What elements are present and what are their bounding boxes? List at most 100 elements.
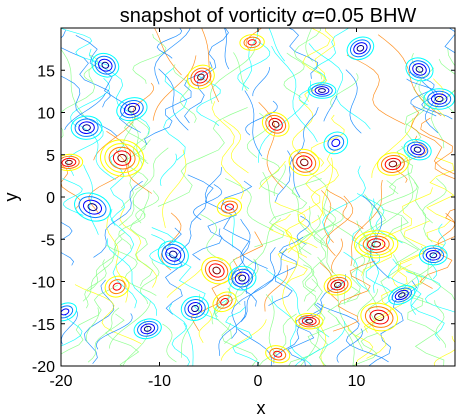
vortex-contour-line <box>371 241 381 248</box>
positive-vortex <box>201 256 233 285</box>
vortex-contour-line <box>61 153 84 172</box>
vorticity-streak <box>75 34 141 133</box>
vortex-contour-line <box>204 260 229 281</box>
vorticity-streak <box>139 259 160 305</box>
vorticity-streak <box>119 208 158 288</box>
vorticity-streak <box>74 284 142 345</box>
vorticity-streak <box>78 124 116 180</box>
vortex-contour-line <box>220 298 229 306</box>
vorticity-streak <box>395 220 430 294</box>
vortex-contour-line <box>358 232 394 256</box>
vorticity-streak <box>252 67 270 97</box>
vortex-contour-line <box>238 274 247 282</box>
vortex-contours <box>61 34 455 364</box>
vortex-contour-line <box>99 139 145 177</box>
vorticity-streak <box>294 321 346 366</box>
vorticity-streak <box>302 28 331 93</box>
negative-vortex <box>70 115 103 140</box>
vorticity-streak <box>316 302 389 363</box>
vortex-contour-line <box>296 155 313 170</box>
vorticity-streak <box>132 33 167 84</box>
vortex-contour-line <box>70 115 103 140</box>
vorticity-streak <box>254 178 322 248</box>
vorticity-streak <box>163 67 187 161</box>
vorticity-streak <box>61 314 83 347</box>
y-tick-label: 15 <box>37 63 55 80</box>
vortex-contour-line <box>333 281 342 288</box>
vorticity-streak <box>438 58 455 114</box>
vortex-contour-line <box>108 146 136 170</box>
vortex-contour-line <box>101 61 110 69</box>
vortex-contour-line <box>243 36 261 49</box>
vortex-contour-line <box>410 144 425 156</box>
vorticity-streak <box>347 325 374 366</box>
vortex-contour-line <box>273 350 283 358</box>
vorticity-streak <box>371 118 413 178</box>
negative-vortex <box>227 265 257 291</box>
vortex-contour-line <box>425 249 441 261</box>
vorticity-streak <box>335 317 355 366</box>
vortex-contour-line <box>112 282 122 291</box>
vorticity-streak <box>305 28 313 62</box>
vortex-contour-line <box>374 313 385 321</box>
negative-vortex <box>323 131 349 155</box>
vortex-contour-line <box>327 135 345 151</box>
vortex-contour-line <box>405 57 434 82</box>
negative-vortex <box>388 285 416 305</box>
plot-area: -20 -10 0 10 -20 -15 -10 -5 0 5 10 15 <box>32 27 456 390</box>
vorticity-streak <box>198 306 213 343</box>
vortex-contour-line <box>216 294 233 309</box>
vorticity-streak <box>245 100 278 136</box>
vorticity-streak <box>70 78 110 128</box>
vorticity-streak <box>218 300 246 356</box>
vortex-contour-line <box>398 292 406 298</box>
vorticity-streak <box>444 28 455 54</box>
vortex-contour-line <box>127 105 137 113</box>
vorticity-streak <box>61 310 78 345</box>
positive-vortex <box>239 34 265 51</box>
vorticity-streak <box>61 48 87 119</box>
x-tick-label: -20 <box>49 373 72 390</box>
vortex-contour-line <box>191 304 199 313</box>
vorticity-streak <box>293 28 323 80</box>
vortex-contour-line <box>367 238 386 251</box>
positive-vortex <box>323 274 352 296</box>
vorticity-streak <box>246 261 256 294</box>
vorticity-streak <box>259 157 280 195</box>
vorticity-streak <box>387 258 445 341</box>
vorticity-streak <box>297 207 336 255</box>
vorticity-streak <box>108 300 151 349</box>
vortex-contour-line <box>157 240 189 269</box>
vortex-contour-line <box>419 245 448 266</box>
vorticity-streak <box>268 236 304 306</box>
vorticity-streak <box>128 121 147 162</box>
vortex-contour-line <box>406 141 429 158</box>
y-axis-label: y <box>1 193 21 202</box>
x-tick-label: 10 <box>348 373 366 390</box>
vorticity-streak <box>183 322 194 366</box>
vortex-contour-line <box>427 90 452 108</box>
vortex-contour-line <box>91 52 120 78</box>
vorticity-streak <box>237 41 271 90</box>
vortex-contour-line <box>412 63 427 76</box>
vorticity-streak <box>291 99 314 160</box>
vorticity-streak <box>162 149 187 228</box>
vorticity-streak <box>215 217 282 315</box>
vorticity-streak <box>245 28 263 51</box>
vorticity-streak <box>172 64 197 123</box>
vorticity-streak <box>93 180 143 258</box>
vorticity-streak <box>303 224 335 302</box>
vortex-contour-line <box>380 155 405 173</box>
vorticity-streak <box>158 68 189 131</box>
vorticity-streak <box>405 291 445 366</box>
vorticity-streak <box>87 307 120 363</box>
vorticity-streak <box>86 307 100 343</box>
vorticity-streak <box>311 278 328 366</box>
vortex-contour-line <box>180 296 210 321</box>
vorticity-streak <box>61 164 81 210</box>
vortex-contour-line <box>354 230 399 259</box>
vortex-contour-line <box>298 314 320 328</box>
vortex-contour-line <box>108 279 126 295</box>
vorticity-streak <box>400 217 455 316</box>
vorticity-streak <box>152 55 197 121</box>
